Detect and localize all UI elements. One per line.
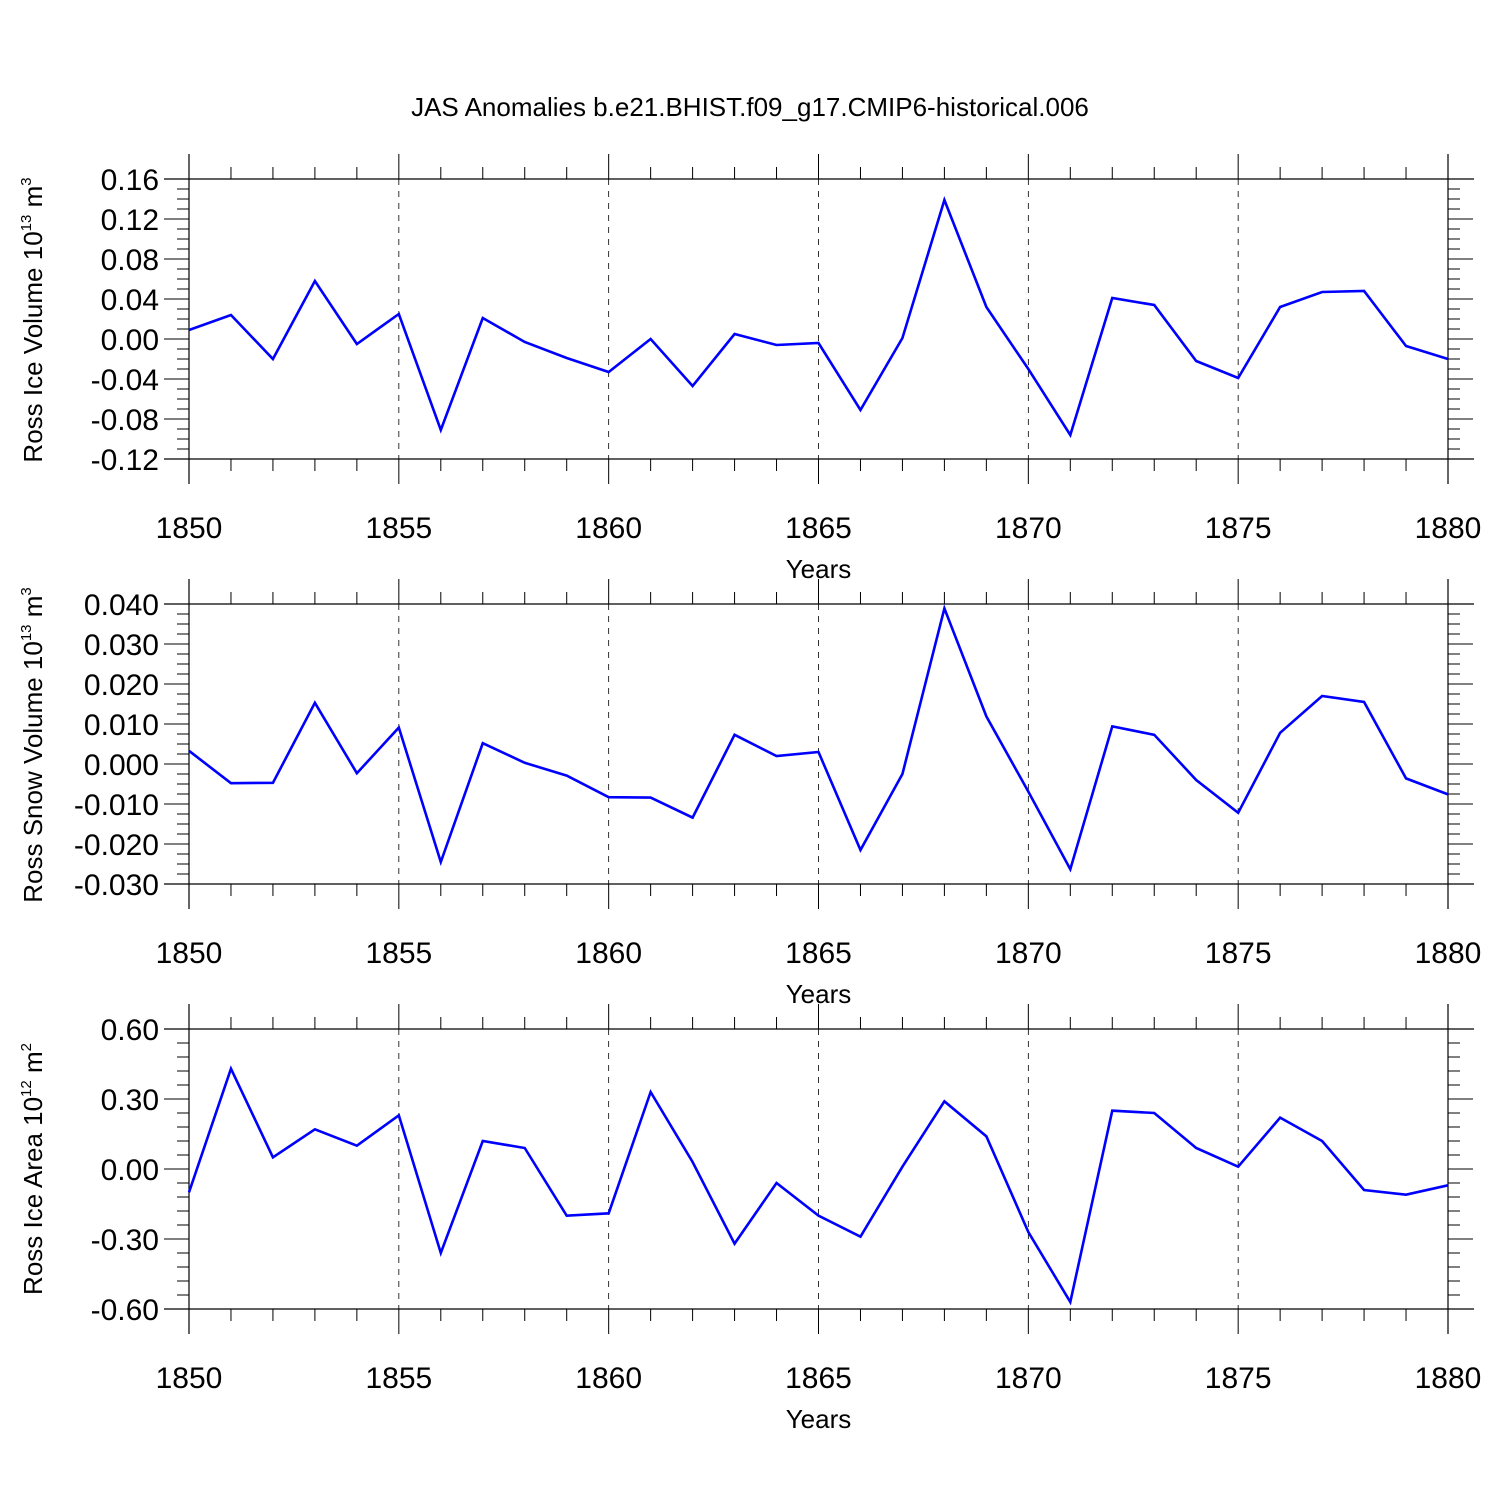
- y-tick-label: -0.12: [91, 444, 159, 477]
- x-tick-label: 1875: [1205, 1362, 1272, 1395]
- y-tick-label: 0.010: [84, 709, 159, 742]
- y-tick-label: -0.04: [91, 364, 159, 397]
- x-tick-label: 1860: [575, 1362, 642, 1395]
- x-tick-label: 1855: [365, 937, 432, 970]
- x-tick-label: 1870: [995, 512, 1062, 545]
- y-tick-label: -0.010: [74, 789, 159, 822]
- x-tick-label: 1850: [156, 1362, 223, 1395]
- y-tick-label: 0.16: [101, 164, 159, 197]
- x-tick-label: 1875: [1205, 937, 1272, 970]
- y-tick-label: -0.60: [91, 1294, 159, 1327]
- data-series-line: [188, 196, 1449, 439]
- y-tick-label: 0.60: [101, 1014, 159, 1047]
- x-tick-label: 1860: [575, 937, 642, 970]
- x-tick-label: 1860: [575, 512, 642, 545]
- y-tick-label: 0.020: [84, 669, 159, 702]
- y-tick-label: 0.08: [101, 244, 159, 277]
- data-series-line: [187, 1065, 1449, 1306]
- y-axis-title: Ross Ice Area 1012 m2: [18, 1043, 48, 1295]
- y-axis-title-unit-exp: 2: [18, 1043, 35, 1051]
- y-axis-title-unit: m: [18, 186, 48, 215]
- y-tick-label: 0.030: [84, 629, 159, 662]
- y-tick-label: 0.040: [84, 589, 159, 622]
- y-tick-label: 0.12: [101, 204, 159, 237]
- chart-panel-3: 0.60 0.30 0.00 -0.30 -0.60 1850 1855 1860 1865 18…: [18, 1004, 1481, 1434]
- y-tick-label: 0.000: [84, 749, 159, 782]
- chart-panel-2: 0.040 0.030 0.020 0.010 0.000 -0.010 -0.020 -0.…: [18, 579, 1481, 1009]
- y-tick-label: -0.08: [91, 404, 159, 437]
- y-tick-label: 0.04: [101, 284, 159, 317]
- x-tick-label: 1850: [156, 512, 223, 545]
- y-tick-label: -0.020: [74, 829, 159, 862]
- x-tick-label: 1870: [995, 1362, 1062, 1395]
- x-tick-label: 1875: [1205, 512, 1272, 545]
- y-tick-label: -0.30: [91, 1224, 159, 1257]
- y-axis-title-unit-exp: 3: [18, 587, 35, 595]
- y-axis-title-unit-exp: 3: [18, 177, 35, 185]
- x-tick-label: 1880: [1415, 937, 1482, 970]
- y-axis-title-base: Ross Ice Area 10: [18, 1097, 48, 1295]
- figure-title: JAS Anomalies b.e21.BHIST.f09_g17.CMIP6-…: [411, 92, 1089, 122]
- y-tick-label: 0.30: [101, 1084, 159, 1117]
- y-axis-title: Ross Snow Volume 1013 m3: [18, 587, 48, 903]
- x-tick-label: 1880: [1415, 1362, 1482, 1395]
- y-axis-title-exp: 12: [18, 1080, 35, 1097]
- y-axis-title-unit: m: [18, 1051, 48, 1080]
- y-axis-title-unit: m: [18, 596, 48, 625]
- data-series-line: [188, 604, 1449, 873]
- x-axis-title: Years: [786, 1404, 852, 1434]
- x-tick-label: 1870: [995, 937, 1062, 970]
- y-axis-title-base: Ross Snow Volume 10: [18, 641, 48, 903]
- x-tick-label: 1850: [156, 937, 223, 970]
- chart-panel-1: 0.16 0.12 0.08 0.04 0.00 -0.04 -0.08 -0.12 1850 1…: [18, 154, 1481, 584]
- y-axis-title: Ross Ice Volume 1013 m3: [18, 177, 48, 462]
- y-tick-label: 0.00: [101, 324, 159, 357]
- y-tick-label: 0.00: [101, 1154, 159, 1187]
- x-tick-label: 1855: [365, 1362, 432, 1395]
- x-tick-label: 1880: [1415, 512, 1482, 545]
- y-axis-title-exp: 13: [18, 624, 35, 641]
- y-tick-label: -0.030: [74, 869, 159, 902]
- y-axis-title-exp: 13: [18, 215, 35, 232]
- x-tick-label: 1865: [785, 1362, 852, 1395]
- x-tick-label: 1865: [785, 937, 852, 970]
- y-axis-title-base: Ross Ice Volume 10: [18, 231, 48, 462]
- x-tick-label: 1855: [365, 512, 432, 545]
- x-tick-label: 1865: [785, 512, 852, 545]
